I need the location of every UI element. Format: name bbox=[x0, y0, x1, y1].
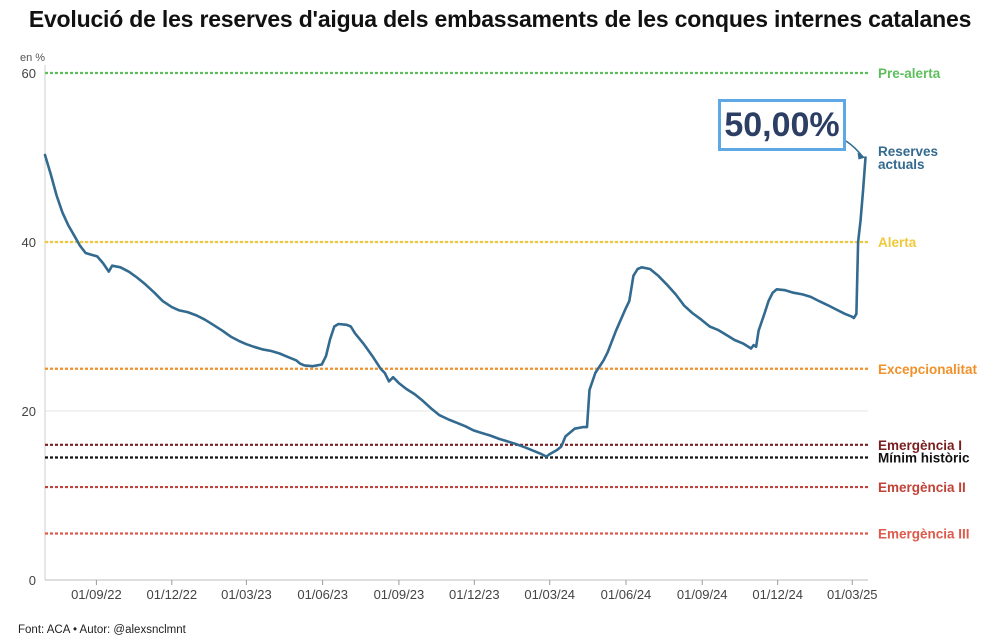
threshold-label-m-nim-hist-ric: Mínim històric bbox=[878, 450, 970, 465]
threshold-label-alerta: Alerta bbox=[878, 235, 917, 250]
x-tick-label-01/09/22: 01/09/22 bbox=[71, 587, 122, 602]
x-tick-label-01/12/24: 01/12/24 bbox=[752, 587, 803, 602]
x-tick-label-01/09/23: 01/09/23 bbox=[374, 587, 425, 602]
x-tick-label-01/09/24: 01/09/24 bbox=[677, 587, 728, 602]
x-tick-label-01/06/24: 01/06/24 bbox=[601, 587, 652, 602]
x-tick-label-01/03/25: 01/03/25 bbox=[827, 587, 878, 602]
x-tick-label-01/12/22: 01/12/22 bbox=[147, 587, 198, 602]
chart-title: Evolució de les reserves d'aigua dels em… bbox=[28, 6, 972, 32]
x-tick-label-01/03/24: 01/03/24 bbox=[524, 587, 575, 602]
threshold-label-emerg-ncia-i: Emergència I bbox=[878, 438, 962, 453]
y-tick-label-0: 0 bbox=[29, 573, 36, 588]
source-credit: Font: ACA • Autor: @alexsnclmnt bbox=[18, 624, 186, 636]
y-tick-label-60: 60 bbox=[22, 66, 36, 81]
callout-arrowhead bbox=[857, 152, 866, 160]
y-axis-unit: en % bbox=[20, 52, 46, 64]
x-tick-label-01/06/23: 01/06/23 bbox=[297, 587, 348, 602]
threshold-label-emerg-ncia-ii: Emergència II bbox=[878, 480, 966, 495]
series-end-label-line: actuals bbox=[878, 157, 925, 172]
x-tick-label-01/12/23: 01/12/23 bbox=[449, 587, 500, 602]
current-value-label: 50,00% bbox=[724, 105, 840, 144]
threshold-label-emerg-ncia-iii: Emergència III bbox=[878, 527, 970, 542]
x-tick-label-01/03/23: 01/03/23 bbox=[221, 587, 272, 602]
y-tick-label-40: 40 bbox=[22, 235, 36, 250]
reserves-series-line bbox=[43, 153, 867, 458]
series-end-label-line: Reserves bbox=[878, 144, 938, 159]
current-value-callout: 50,00% bbox=[718, 99, 846, 151]
threshold-label-excepcionalitat: Excepcionalitat bbox=[878, 362, 978, 377]
y-tick-label-20: 20 bbox=[22, 404, 36, 419]
threshold-label-pre-alerta: Pre-alerta bbox=[878, 66, 941, 81]
